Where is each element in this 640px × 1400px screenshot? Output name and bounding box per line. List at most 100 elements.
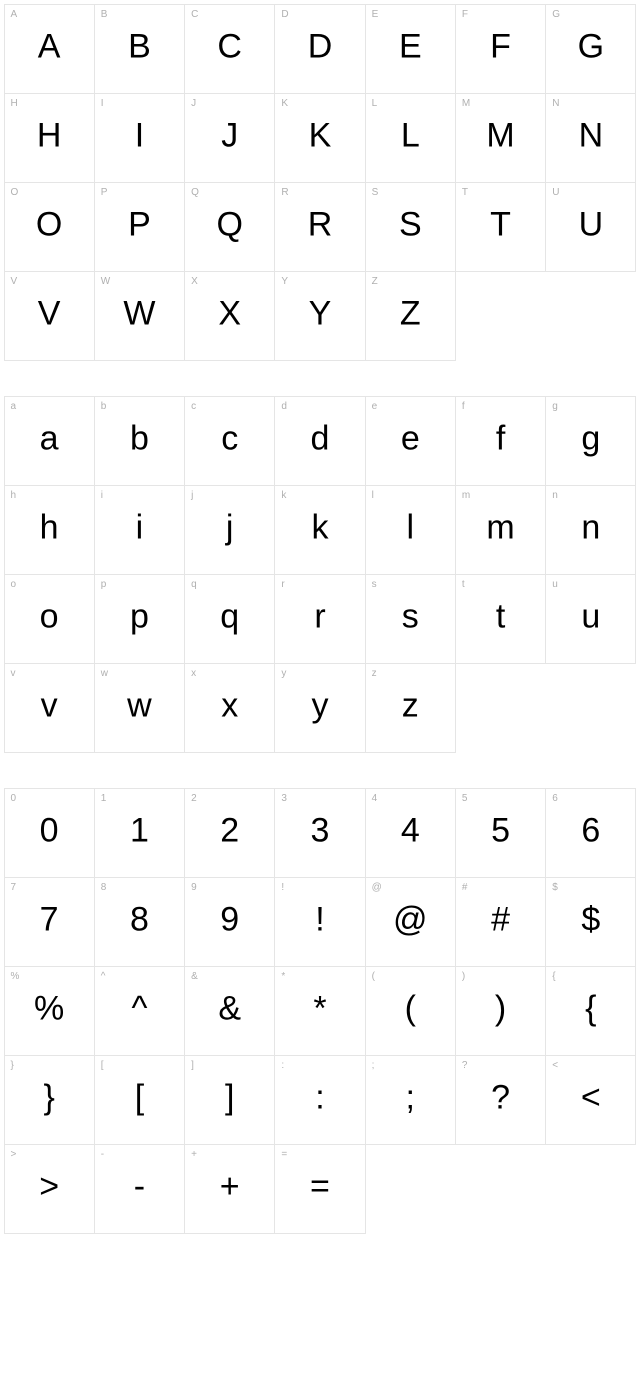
glyph-display: 8 xyxy=(130,900,149,939)
glyph-cell: YY xyxy=(274,271,365,361)
glyph-label: P xyxy=(101,187,108,198)
glyph-display: k xyxy=(311,508,328,547)
glyph-cell: hh xyxy=(4,485,95,575)
glyph-cell: RR xyxy=(274,182,365,272)
glyph-display: u xyxy=(581,597,600,636)
glyph-cell: II xyxy=(94,93,185,183)
glyph-label: k xyxy=(281,490,286,501)
glyph-label: ! xyxy=(281,882,284,893)
glyph-label: Y xyxy=(281,276,288,287)
glyph-cell: uu xyxy=(545,574,636,664)
glyph-display: i xyxy=(136,508,144,547)
glyph-display: D xyxy=(308,27,333,66)
glyph-display: ; xyxy=(406,1078,415,1117)
glyph-label: [ xyxy=(101,1060,104,1071)
glyph-display: r xyxy=(314,597,325,636)
glyph-display: M xyxy=(486,116,514,155)
glyph-label: I xyxy=(101,98,104,109)
glyph-display: T xyxy=(490,205,511,244)
glyph-label: : xyxy=(281,1060,284,1071)
glyph-display: 1 xyxy=(130,811,149,850)
section-numbers-symbols: 00112233445566778899!!@@##$$%%^^&&**(())… xyxy=(4,788,636,1233)
glyph-label: 7 xyxy=(11,882,17,893)
glyph-label: x xyxy=(191,668,196,679)
glyph-display: z xyxy=(402,686,419,725)
glyph-label: G xyxy=(552,9,560,20)
glyph-cell: QQ xyxy=(184,182,275,272)
glyph-cell: jj xyxy=(184,485,275,575)
glyph-display: h xyxy=(40,508,59,547)
glyph-cell: ww xyxy=(94,663,185,753)
glyph-label: p xyxy=(101,579,107,590)
glyph-cell: ++ xyxy=(184,1144,275,1234)
glyph-label: l xyxy=(372,490,374,501)
glyph-display: ( xyxy=(405,989,416,1028)
glyph-label: $ xyxy=(552,882,558,893)
glyph-cell: HH xyxy=(4,93,95,183)
glyph-label: i xyxy=(101,490,103,501)
glyph-display: l xyxy=(407,508,415,547)
glyph-display: ) xyxy=(495,989,506,1028)
glyph-display: a xyxy=(40,419,59,458)
glyph-label: R xyxy=(281,187,288,198)
glyph-display: N xyxy=(579,116,604,155)
glyph-label: a xyxy=(11,401,17,412)
glyph-display: ? xyxy=(491,1078,510,1117)
glyph-cell: cc xyxy=(184,396,275,486)
glyph-label: 4 xyxy=(372,793,378,804)
glyph-display: g xyxy=(581,419,600,458)
glyph-display: * xyxy=(313,989,326,1028)
glyph-label: ; xyxy=(372,1060,375,1071)
glyph-cell: OO xyxy=(4,182,95,272)
glyph-cell: [[ xyxy=(94,1055,185,1145)
glyph-cell: 88 xyxy=(94,877,185,967)
glyph-display: S xyxy=(399,205,422,244)
glyph-label: Z xyxy=(372,276,378,287)
glyph-display: p xyxy=(130,597,149,636)
glyph-display: $ xyxy=(581,900,600,939)
glyph-label: { xyxy=(552,971,555,982)
glyph-label: ] xyxy=(191,1060,194,1071)
glyph-label: o xyxy=(11,579,17,590)
glyph-cell: vv xyxy=(4,663,95,753)
glyph-label: ( xyxy=(372,971,375,982)
glyph-label: J xyxy=(191,98,196,109)
glyph-cell: KK xyxy=(274,93,365,183)
glyph-display: 6 xyxy=(581,811,600,850)
glyph-cell: ii xyxy=(94,485,185,575)
glyph-cell: xx xyxy=(184,663,275,753)
glyph-display: v xyxy=(41,686,58,725)
glyph-label: @ xyxy=(372,882,382,893)
glyph-display: x xyxy=(221,686,238,725)
glyph-label: U xyxy=(552,187,559,198)
glyph-display: ! xyxy=(315,900,324,939)
glyph-label: W xyxy=(101,276,110,287)
glyph-cell: :: xyxy=(274,1055,365,1145)
glyph-cell: )) xyxy=(455,966,546,1056)
glyph-display: ^ xyxy=(131,989,147,1028)
glyph-cell: VV xyxy=(4,271,95,361)
glyph-cell: << xyxy=(545,1055,636,1145)
glyph-display: } xyxy=(43,1078,54,1117)
glyph-cell: SS xyxy=(365,182,456,272)
glyph-display: m xyxy=(486,508,514,547)
glyph-display: O xyxy=(36,205,62,244)
glyph-display: 9 xyxy=(220,900,239,939)
glyph-label: * xyxy=(281,971,285,982)
glyph-display: n xyxy=(581,508,600,547)
glyph-cell: ^^ xyxy=(94,966,185,1056)
glyph-display: K xyxy=(309,116,332,155)
glyph-display: y xyxy=(311,686,328,725)
glyph-display: - xyxy=(134,1167,145,1206)
glyph-label: D xyxy=(281,9,288,20)
glyph-cell: >> xyxy=(4,1144,95,1234)
glyph-cell: 22 xyxy=(184,788,275,878)
glyph-cell: {{ xyxy=(545,966,636,1056)
glyph-display: = xyxy=(310,1167,330,1206)
glyph-label: B xyxy=(101,9,108,20)
glyph-cell: ll xyxy=(365,485,456,575)
glyph-display: : xyxy=(315,1078,324,1117)
glyph-cell: oo xyxy=(4,574,95,664)
glyph-label: C xyxy=(191,9,198,20)
glyph-display: { xyxy=(585,989,596,1028)
